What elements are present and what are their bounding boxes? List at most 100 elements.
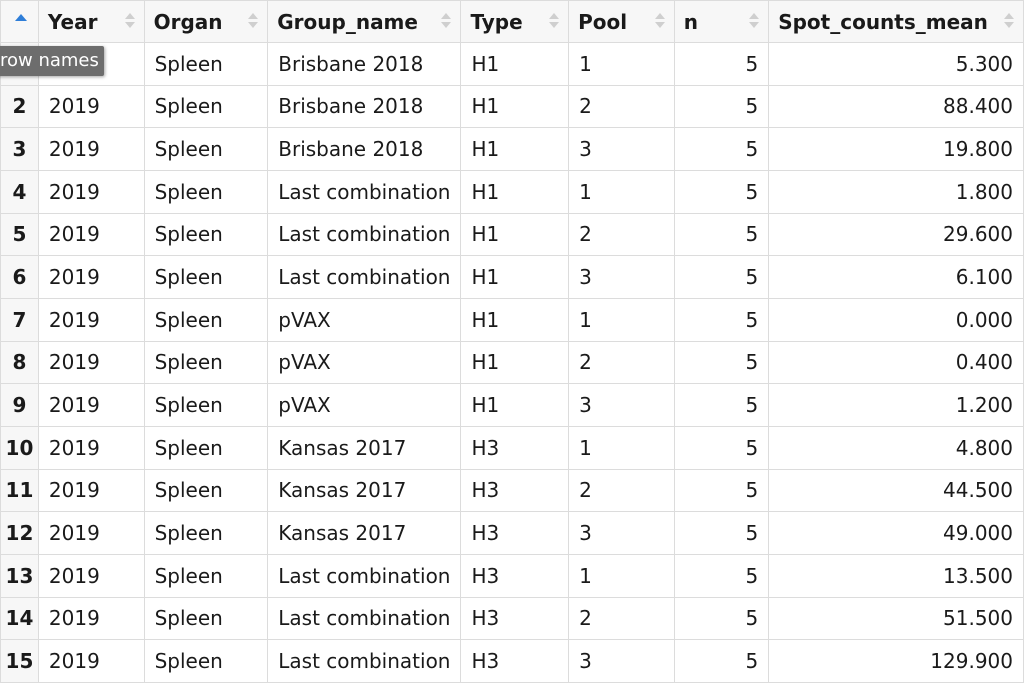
cell-group-name: Kansas 2017 [267,511,462,555]
column-header-year[interactable]: Year [37,0,145,43]
cell-organ: Spleen [143,468,269,513]
table-row[interactable]: 9 2019 Spleen pVAX H1 3 5 1.200 [0,383,1024,427]
cell-spot-counts-mean: 1.200 [768,383,1024,427]
cell-type: H3 [460,553,570,598]
cell-type: H1 [460,255,570,299]
cell-year: 2019 [37,468,145,513]
column-header-label: Organ [153,9,223,34]
table-row[interactable]: 3 2019 Spleen Brisbane 2018 H1 3 5 19.800 [0,127,1024,171]
table-row[interactable]: 7 2019 Spleen pVAX H1 1 5 0.000 [0,297,1024,342]
cell-organ: Spleen [143,340,269,385]
cell-year: 2019 [37,553,145,598]
cell-pool: 3 [568,255,675,299]
cell-year: 2019 [37,255,145,299]
cell-group-name: pVAX [267,383,462,427]
cell-spot-counts-mean: 49.000 [768,511,1024,555]
column-header-group-name[interactable]: Group_name [267,0,462,43]
row-number-cell: 2 [0,84,39,129]
cell-group-name: Last combination [267,255,462,299]
cell-pool: 2 [568,468,675,513]
column-header-label: Spot_counts_mean [778,9,988,34]
cell-n: 5 [673,42,770,86]
cell-spot-counts-mean: 88.400 [768,84,1024,129]
cell-year: 2019 [37,639,145,683]
cell-type: H1 [460,212,570,257]
cell-group-name: Brisbane 2018 [267,42,462,86]
row-number-cell: 5 [0,212,39,257]
cell-type: H3 [460,639,570,683]
table-row[interactable]: 6 2019 Spleen Last combination H1 3 5 6.100 [0,255,1024,299]
cell-type: H1 [460,297,570,342]
cell-n: 5 [673,127,770,171]
cell-n: 5 [673,340,770,385]
sort-ascending-icon [15,14,27,21]
cell-type: H3 [460,468,570,513]
cell-organ: Spleen [143,212,269,257]
cell-spot-counts-mean: 0.400 [768,340,1024,385]
column-header-organ[interactable]: Organ [143,0,269,43]
row-number-cell: 8 [0,340,39,385]
row-number-cell: 13 [0,553,39,598]
cell-type: H1 [460,42,570,86]
cell-spot-counts-mean: 19.800 [768,127,1024,171]
row-number-cell: 14 [0,596,39,641]
column-header-n[interactable]: n [673,0,770,43]
cell-type: H1 [460,84,570,129]
cell-year: 2019 [37,425,145,470]
table-row[interactable]: 5 2019 Spleen Last combination H1 2 5 29.600 [0,212,1024,257]
cell-spot-counts-mean: 13.500 [768,553,1024,598]
cell-pool: 3 [568,127,675,171]
cell-n: 5 [673,297,770,342]
cell-organ: Spleen [143,169,269,214]
cell-n: 5 [673,639,770,683]
cell-organ: Spleen [143,255,269,299]
cell-group-name: pVAX [267,340,462,385]
table-row[interactable]: 8 2019 Spleen pVAX H1 2 5 0.400 [0,340,1024,385]
cell-spot-counts-mean: 4.800 [768,425,1024,470]
cell-organ: Spleen [143,127,269,171]
cell-pool: 2 [568,212,675,257]
table-row[interactable]: 11 2019 Spleen Kansas 2017 H3 2 5 44.500 [0,468,1024,513]
table-row[interactable]: 4 2019 Spleen Last combination H1 1 5 1.800 [0,169,1024,214]
cell-spot-counts-mean: 44.500 [768,468,1024,513]
table-row[interactable]: 13 2019 Spleen Last combination H3 1 5 13.500 [0,553,1024,598]
cell-type: H1 [460,340,570,385]
cell-year: 2019 [37,84,145,129]
cell-group-name: Last combination [267,169,462,214]
cell-group-name: Brisbane 2018 [267,84,462,129]
cell-n: 5 [673,425,770,470]
cell-pool: 1 [568,425,675,470]
column-header-label: n [683,9,699,34]
cell-organ: Spleen [143,639,269,683]
cell-organ: Spleen [143,425,269,470]
cell-year: 2019 [37,511,145,555]
column-header-spot-counts-mean[interactable]: Spot_counts_mean [768,0,1024,43]
cell-group-name: Last combination [267,596,462,641]
column-header-rownames[interactable] [0,0,39,43]
row-names-tooltip: row names [0,46,104,76]
table-row[interactable]: 14 2019 Spleen Last combination H3 2 5 51.500 [0,596,1024,641]
table-row[interactable]: 12 2019 Spleen Kansas 2017 H3 3 5 49.000 [0,511,1024,555]
column-header-type[interactable]: Type [460,0,570,43]
cell-pool: 2 [568,340,675,385]
cell-type: H3 [460,511,570,555]
cell-pool: 2 [568,84,675,129]
cell-organ: Spleen [143,596,269,641]
cell-n: 5 [673,255,770,299]
cell-type: H3 [460,596,570,641]
row-number-cell: 9 [0,383,39,427]
sort-icon [441,13,452,29]
sort-icon [1004,13,1014,29]
table-row[interactable]: 2 2019 Spleen Brisbane 2018 H1 2 5 88.400 [0,84,1024,129]
cell-spot-counts-mean: 0.000 [768,297,1024,342]
cell-group-name: Last combination [267,639,462,683]
cell-type: H1 [460,169,570,214]
cell-type: H1 [460,383,570,427]
cell-type: H3 [460,425,570,470]
table-row[interactable]: 15 2019 Spleen Last combination H3 3 5 129.900 [0,639,1024,683]
cell-spot-counts-mean: 6.100 [768,255,1024,299]
column-header-pool[interactable]: Pool [568,0,675,43]
cell-year: 2019 [37,169,145,214]
table-row[interactable]: 10 2019 Spleen Kansas 2017 H3 1 5 4.800 [0,425,1024,470]
